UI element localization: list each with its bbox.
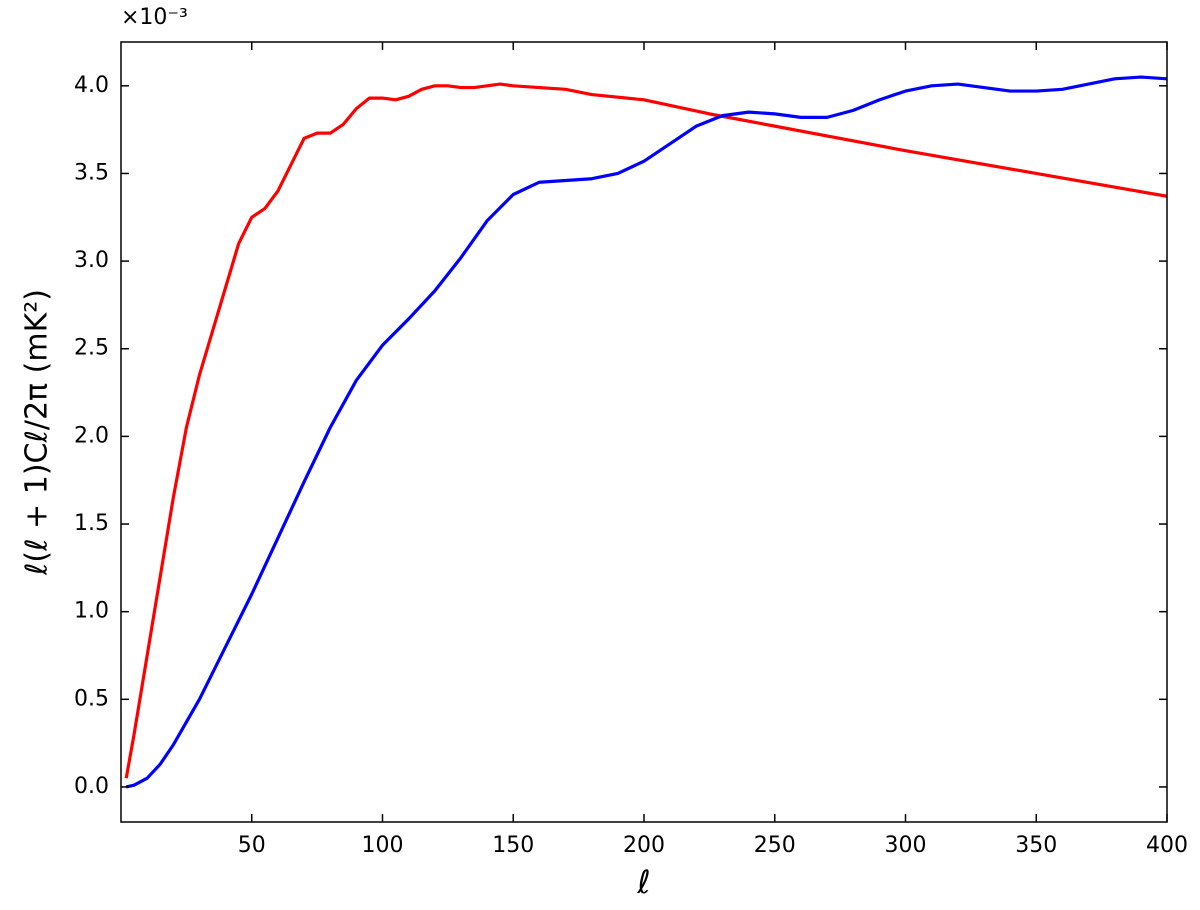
line (125, 75, 1168, 789)
x-tick-label: 300 (885, 833, 927, 858)
y-tick-label: 1.5 (74, 511, 109, 536)
y-tick-label: 1.0 (74, 599, 109, 624)
x-tick-label: 150 (492, 833, 534, 858)
x-tick-label: 50 (238, 833, 266, 858)
x-tick-label: 200 (623, 833, 665, 858)
x-axis-label: ℓ (636, 863, 650, 901)
y-tick-label: 4.0 (74, 73, 109, 98)
x-tick-label: 100 (362, 833, 404, 858)
y-tick-label: 0.0 (74, 774, 109, 799)
y-tick-label: 3.5 (74, 160, 109, 185)
plot-frame (120, 41, 1168, 823)
line (124, 82, 1168, 779)
y-offset-text: ×10⁻³ (121, 5, 188, 30)
y-tick-label: 3.0 (74, 248, 109, 273)
x-tick-label: 400 (1146, 833, 1188, 858)
y-tick-label: 2.0 (74, 423, 109, 448)
x-tick-label: 350 (1015, 833, 1057, 858)
x-tick-label: 250 (754, 833, 796, 858)
y-axis-label: ℓ(ℓ + 1)Cℓ/2π (mK²) (20, 289, 55, 576)
y-tick-label: 0.5 (74, 686, 109, 711)
y-tick-label: 2.5 (74, 336, 109, 361)
